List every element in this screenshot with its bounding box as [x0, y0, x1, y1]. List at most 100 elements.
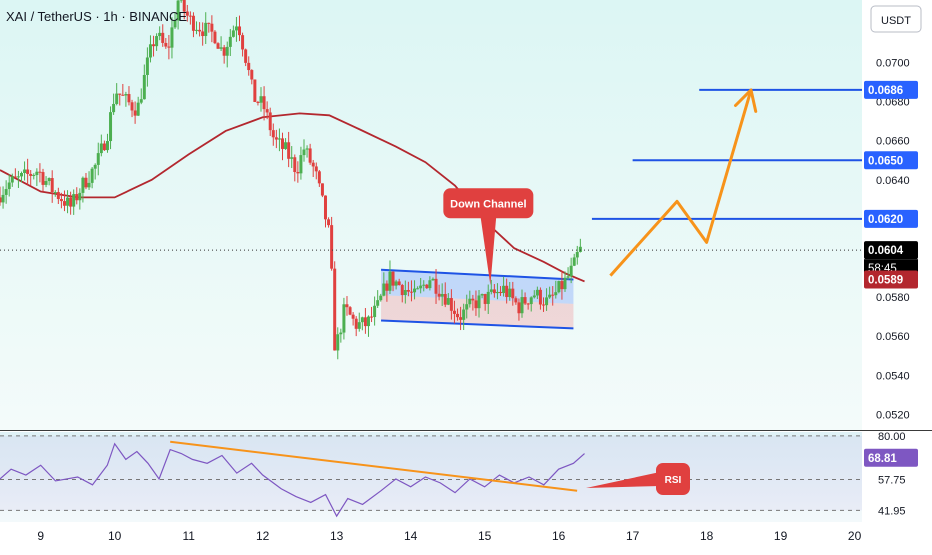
candle-body — [575, 251, 579, 258]
candle-body — [409, 291, 413, 293]
candle-body — [529, 297, 533, 305]
candle-body — [376, 300, 380, 306]
candle-body — [216, 43, 220, 49]
rsi-callout-box — [656, 463, 690, 495]
candle-body — [551, 294, 555, 296]
resistance-level-label-bg — [864, 209, 918, 228]
channel-lower-line — [381, 319, 574, 330]
candle-body — [523, 297, 527, 304]
resistance-level-label: 0.0650 — [868, 155, 903, 167]
price-tick-label: 0.0640 — [876, 175, 910, 187]
candle-body — [495, 291, 499, 294]
moving-average-line — [0, 112, 585, 283]
resistance-level-label-bg — [864, 80, 918, 99]
current-price-label: 0.0604 — [868, 245, 904, 257]
candle-body — [462, 309, 466, 320]
candle-body — [173, 20, 177, 28]
candle-body — [105, 141, 109, 151]
down-channel[interactable] — [381, 268, 574, 330]
candle-body — [566, 276, 570, 278]
candle-body — [170, 27, 174, 48]
candle-body — [93, 164, 97, 169]
candle-body — [142, 74, 146, 100]
time-tick-label: 19 — [774, 529, 788, 543]
time-tick-label: 10 — [108, 529, 122, 543]
candle-body — [293, 157, 297, 173]
candle-body — [320, 183, 324, 196]
candle-body — [345, 304, 349, 308]
candle-body — [204, 22, 208, 37]
candle-body — [413, 288, 417, 293]
candle-body — [182, 0, 186, 12]
candle-body — [121, 94, 125, 96]
projection-arrow[interactable] — [609, 88, 758, 277]
candle-body — [280, 138, 284, 149]
candle-body — [50, 178, 54, 193]
candle-body — [118, 93, 122, 95]
candle-body — [545, 297, 549, 306]
symbol-title[interactable]: XAI / TetherUS · 1h · BINANCE — [6, 9, 187, 24]
candle-body — [102, 143, 106, 151]
candle-body — [133, 110, 137, 116]
candle-body — [16, 176, 20, 178]
candle-body — [47, 178, 51, 182]
candle-body — [348, 307, 352, 315]
candle-body — [532, 295, 536, 298]
callout-box — [443, 188, 534, 219]
candle-body — [26, 169, 30, 174]
candle-body — [210, 23, 214, 32]
candle-body — [440, 293, 444, 297]
candle-body — [7, 182, 11, 190]
candle-body — [241, 35, 245, 50]
time-tick-label: 18 — [700, 529, 714, 543]
candle-body — [474, 300, 478, 309]
candle-body — [443, 293, 447, 305]
candle-body — [382, 283, 386, 296]
candle-body — [505, 285, 509, 298]
candle-body — [53, 192, 57, 194]
candle-body — [379, 295, 383, 301]
rsi-callout-pointer — [586, 472, 660, 488]
candle-body — [179, 0, 183, 1]
candle-body — [265, 109, 269, 113]
down-channel-callout[interactable]: Down Channel — [443, 188, 534, 286]
candle-body — [127, 94, 131, 103]
candle-body — [425, 284, 429, 289]
callout-text: Down Channel — [450, 198, 526, 210]
price-tick-label: 0.0660 — [876, 136, 910, 148]
candle-body — [23, 169, 27, 173]
resistance-levels[interactable] — [0, 88, 862, 251]
candle-body — [391, 271, 395, 286]
candle-body — [323, 195, 327, 220]
candle-body — [198, 29, 202, 32]
time-tick-label: 15 — [478, 529, 492, 543]
candle-body — [471, 298, 475, 301]
candle-body — [287, 142, 291, 159]
candle-body — [449, 298, 453, 311]
candle-body — [69, 197, 73, 207]
candle-body — [403, 290, 407, 296]
candle-body — [302, 149, 306, 156]
candle-body — [336, 334, 340, 351]
candle-body — [572, 257, 576, 266]
candle-body — [238, 26, 242, 36]
candle-body — [535, 289, 539, 296]
candle-body — [145, 57, 149, 75]
candle-body — [311, 162, 315, 167]
currency-button[interactable]: USDT — [870, 5, 922, 33]
candle-body — [90, 168, 94, 183]
rsi-callout-text: RSI — [665, 475, 682, 486]
candle-body — [167, 46, 171, 48]
candle-body — [96, 153, 100, 165]
candle-body — [366, 316, 370, 327]
candle-body — [526, 303, 530, 305]
candle-body — [222, 47, 226, 56]
projection-line — [609, 89, 753, 277]
candle-body — [158, 32, 162, 37]
candle-body — [99, 143, 103, 154]
candle-body — [431, 278, 435, 281]
resistance-level-label: 0.0686 — [868, 85, 903, 97]
channel-upper-line — [381, 268, 574, 281]
